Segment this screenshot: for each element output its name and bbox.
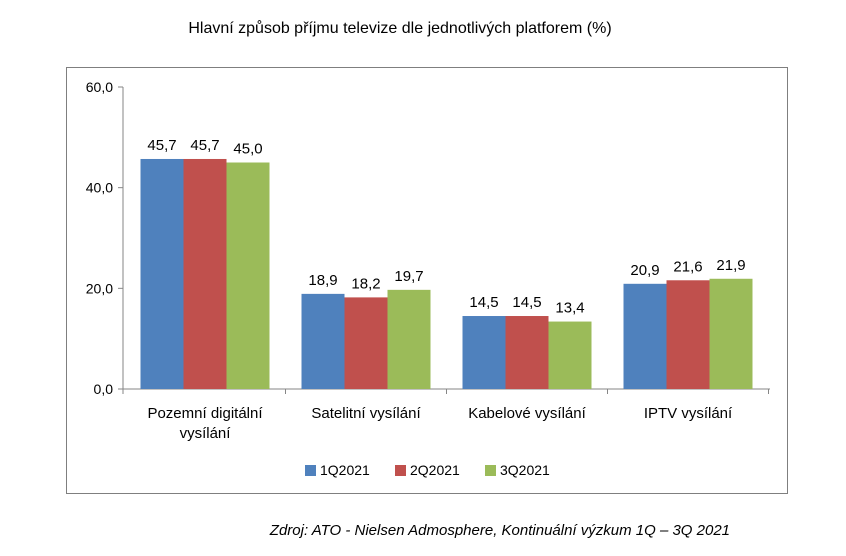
x-category-label: IPTV vysílání (644, 405, 733, 422)
data-label: 14,5 (469, 294, 498, 311)
x-category-label: Satelitní vysílání (311, 405, 421, 422)
data-label: 45,7 (190, 137, 219, 154)
bar (226, 162, 270, 389)
source-note: Zdroj: ATO - Nielsen Admosphere, Kontinu… (269, 522, 730, 539)
bar (709, 278, 753, 389)
y-tick-label: 40,0 (86, 180, 113, 196)
bar (505, 316, 549, 389)
bar (183, 158, 227, 389)
legend-label: 1Q2021 (320, 462, 370, 478)
bar (666, 280, 710, 389)
chart-frame (66, 67, 788, 494)
bar (462, 316, 506, 389)
data-label: 20,9 (630, 262, 659, 279)
legend-swatch (485, 465, 496, 476)
bar (140, 158, 184, 389)
data-label: 21,6 (673, 258, 702, 275)
data-label: 19,7 (394, 268, 423, 285)
y-tick-label: 0,0 (94, 381, 114, 397)
legend-swatch (305, 465, 316, 476)
chart-title: Hlavní způsob příjmu televize dle jednot… (188, 20, 612, 37)
data-label: 13,4 (555, 300, 584, 317)
legend-swatch (395, 465, 406, 476)
data-label: 45,0 (233, 141, 262, 158)
data-label: 45,7 (147, 137, 176, 154)
data-label: 18,2 (351, 275, 380, 292)
bar (548, 321, 592, 389)
x-category-label: Kabelové vysílání (468, 405, 586, 422)
bar (301, 293, 345, 389)
bar (623, 283, 667, 389)
legend-label: 3Q2021 (500, 462, 550, 478)
y-tick-label: 20,0 (86, 280, 113, 296)
legend-label: 2Q2021 (410, 462, 460, 478)
data-label: 18,9 (308, 272, 337, 289)
y-tick-label: 60,0 (86, 79, 113, 95)
x-category-label: Pozemní digitální (147, 405, 263, 422)
bar (344, 297, 388, 389)
data-label: 21,9 (716, 257, 745, 274)
data-label: 14,5 (512, 294, 541, 311)
x-category-label: vysílání (180, 425, 232, 442)
bar (387, 289, 431, 389)
